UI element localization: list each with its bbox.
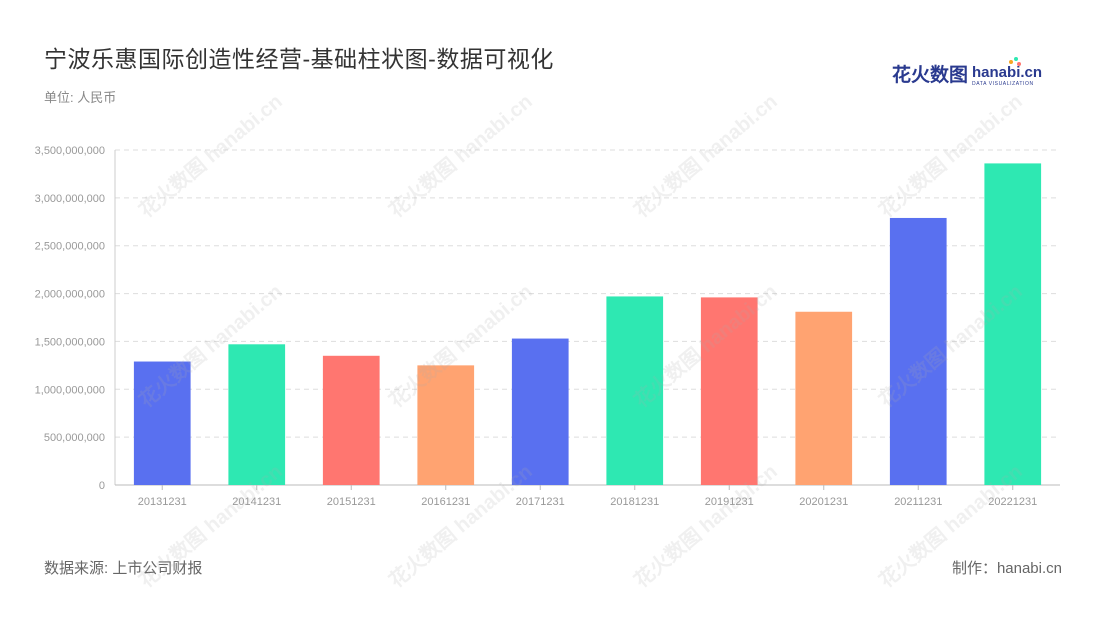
bar — [984, 163, 1042, 485]
bar — [606, 296, 664, 485]
spark-icon — [1009, 57, 1021, 66]
brand-logo: 花火数图 hanabi.cn DATA VISUALIZATION — [892, 60, 1042, 87]
y-tick-label: 2,000,000,000 — [35, 289, 105, 301]
y-tick-label: 1,000,000,000 — [35, 384, 105, 396]
bar — [417, 365, 475, 485]
bar — [795, 311, 853, 485]
bar — [889, 217, 947, 485]
bar — [228, 344, 286, 485]
y-tick-label: 0 — [99, 480, 105, 492]
bar — [322, 355, 380, 485]
x-tick-label: 20131231 — [138, 496, 187, 508]
data-source: 数据来源: 上市公司财报 — [44, 560, 203, 577]
bar — [511, 338, 569, 485]
y-tick-label: 500,000,000 — [44, 432, 105, 444]
x-tick-label: 20201231 — [799, 496, 848, 508]
x-tick-label: 20191231 — [705, 496, 754, 508]
bar — [133, 361, 191, 485]
x-tick-label: 20151231 — [327, 496, 376, 508]
y-tick-label: 2,500,000,000 — [35, 241, 105, 253]
chart-title: 宁波乐惠国际创造性经营-基础柱状图-数据可视化 — [44, 46, 554, 72]
x-tick-label: 20171231 — [516, 496, 565, 508]
x-tick-label: 20221231 — [988, 496, 1037, 508]
maker-credit: 制作：hanabi.cn — [951, 560, 1062, 577]
x-tick-label: 20181231 — [610, 496, 659, 508]
x-tick-label: 20211231 — [894, 496, 942, 508]
logo-en-group: hanabi.cn DATA VISUALIZATION — [972, 65, 1042, 87]
logo-sub-text: DATA VISUALIZATION — [972, 81, 1034, 87]
unit-label: 单位: 人民币 — [44, 90, 117, 105]
y-tick-label: 1,500,000,000 — [35, 336, 105, 348]
x-tick-label: 20161231 — [421, 496, 470, 508]
logo-cn-text: 花火数图 — [892, 65, 969, 86]
logo-en-text: hanabi.cn — [972, 64, 1043, 81]
y-tick-label: 3,000,000,000 — [35, 193, 105, 205]
y-tick-label: 3,500,000,000 — [35, 145, 105, 157]
x-tick-label: 20141231 — [232, 496, 281, 508]
bar — [700, 297, 758, 485]
